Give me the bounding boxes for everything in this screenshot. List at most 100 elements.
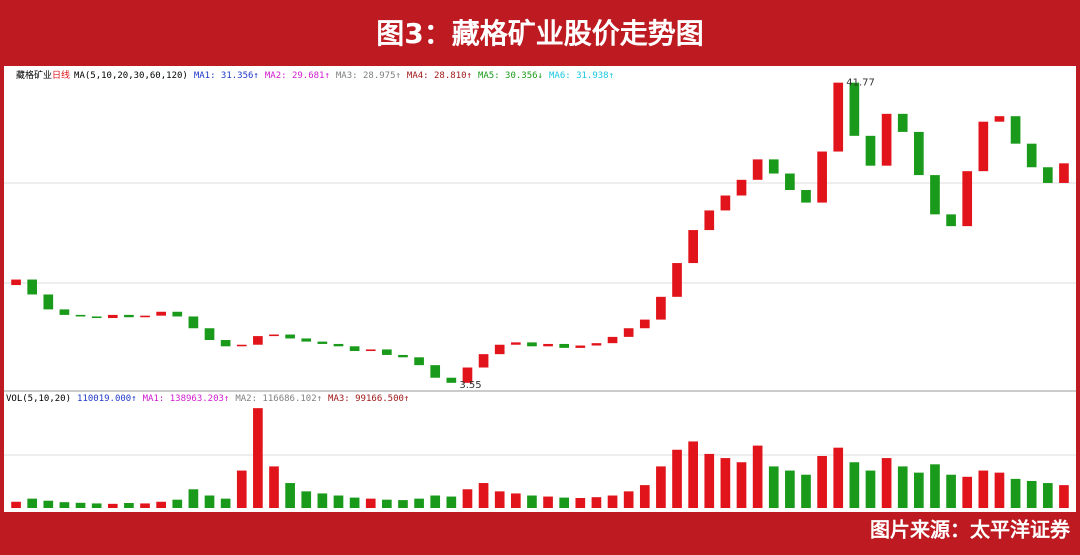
volume-bar: [204, 495, 215, 508]
volume-bar: [962, 476, 973, 508]
legend-item: MA4: 28.810↑: [407, 71, 472, 81]
volume-bar: [897, 466, 908, 508]
volume-bar: [398, 500, 408, 508]
volume-bar: [1010, 478, 1021, 508]
candle-body: [269, 334, 279, 337]
candle-body: [768, 159, 779, 174]
price-legend: 藏格矿业日线 MA(5,10,20,30,60,120) MA1: 31.356↑ M…: [16, 69, 614, 81]
candle-body: [27, 279, 38, 295]
candle-body: [220, 340, 231, 347]
candle-body: [75, 314, 86, 317]
volume-bar: [365, 498, 376, 508]
candle-body: [946, 214, 956, 227]
candle-body: [559, 343, 570, 348]
volume-bar: [591, 497, 602, 508]
candle-body: [398, 354, 408, 358]
chart-title: 图3：藏格矿业股价走势图: [376, 17, 703, 50]
candle-body: [333, 343, 344, 347]
volume-bar: [527, 495, 537, 508]
volume-bar: [833, 447, 844, 508]
legend-item: 110019.000↑: [77, 394, 137, 404]
candle-body: [317, 341, 328, 344]
volume-bar: [623, 491, 634, 508]
volume-bar: [43, 500, 54, 508]
candle-body: [914, 131, 924, 176]
volume-bar: [285, 483, 295, 508]
volume-bar: [849, 462, 860, 508]
candle-body: [623, 328, 634, 337]
volume-bar: [865, 470, 876, 508]
candle-body: [720, 195, 731, 211]
volume-bar: [253, 408, 263, 508]
volume-bar: [720, 458, 731, 508]
candle-body: [349, 346, 360, 352]
volume-bar: [188, 489, 199, 508]
volume-bar: [736, 462, 747, 508]
candle-body: [140, 315, 150, 318]
candle-body: [462, 367, 473, 383]
volume-bar: [559, 497, 570, 508]
volume-legend: VOL(5,10,20) 110019.000↑ MA1: 138963.203↑ M…: [6, 394, 409, 404]
candle-body: [833, 82, 844, 152]
volume-bar: [430, 495, 441, 508]
candle-body: [704, 210, 715, 231]
candle-body: [639, 319, 650, 329]
volume-bar: [75, 502, 86, 508]
volume-bar: [382, 499, 392, 508]
volume-bar: [317, 493, 328, 508]
volume-bar: [124, 503, 134, 508]
candle-body: [1026, 143, 1037, 168]
candle-body: [865, 135, 876, 166]
candle-body: [575, 345, 586, 348]
volume-bar: [914, 472, 924, 508]
candle-body: [236, 344, 247, 347]
candle-body: [43, 294, 54, 310]
candle-body: [107, 314, 118, 319]
volume-bar: [462, 489, 473, 508]
candle-body: [285, 334, 295, 339]
volume-bar: [607, 495, 618, 508]
volume-bar: [301, 491, 312, 508]
low-annotation: 3.55: [459, 380, 481, 391]
source: 图片来源：太平洋证券: [870, 518, 1071, 542]
candle-body: [607, 336, 618, 344]
volume-bar: [172, 499, 183, 508]
candle-body: [752, 159, 763, 180]
candle-body: [253, 336, 263, 345]
candle-body: [124, 314, 134, 318]
volume-bar: [156, 501, 166, 508]
candle-body: [1010, 116, 1021, 144]
volume-bar: [269, 466, 279, 508]
candle-body: [478, 354, 489, 368]
volume-bar: [768, 466, 779, 508]
volume-bar: [1059, 485, 1069, 508]
candle-body: [1059, 163, 1069, 183]
candle-body: [817, 151, 827, 203]
volume-bar: [817, 456, 827, 508]
candle-body: [656, 296, 666, 320]
volume-bar: [349, 497, 360, 508]
candle-body: [881, 113, 892, 166]
candle-body: [930, 175, 940, 215]
candle-body: [785, 173, 795, 191]
legend-item: MA1: 138963.203↑: [143, 394, 230, 404]
legend-item: MA1: 31.356↑: [194, 71, 259, 81]
legend-item: MA3: 99166.500↑: [328, 394, 409, 404]
legend-item: MA5: 30.356↓: [478, 71, 543, 81]
candle-body: [849, 82, 860, 136]
candle-body: [994, 116, 1005, 122]
candle-body: [430, 365, 441, 378]
candle-body: [91, 316, 102, 319]
volume-bar: [946, 474, 956, 508]
volume-bar: [11, 501, 21, 508]
volume-bar: [236, 470, 247, 508]
volume-bar: [785, 470, 795, 508]
candle-body: [59, 309, 70, 315]
candle-body: [510, 342, 521, 345]
candle-body: [801, 190, 811, 203]
plot-background: [4, 66, 1076, 512]
volume-bar: [978, 470, 989, 508]
candle-body: [591, 343, 602, 346]
volume-bar: [672, 449, 682, 508]
volume-bar: [478, 483, 489, 508]
